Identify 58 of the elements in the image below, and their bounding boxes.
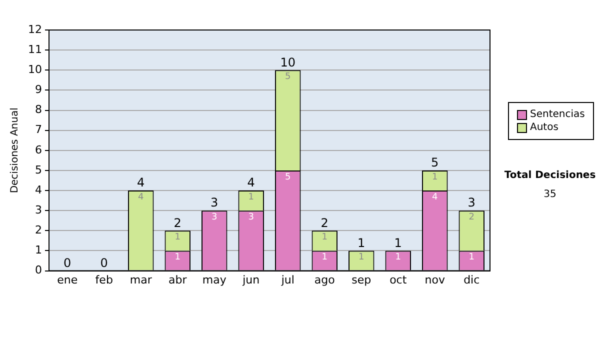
total-label: 4: [137, 176, 145, 190]
data-label: 1: [174, 232, 180, 243]
y-tick-label: 2: [34, 224, 42, 237]
total-label: 0: [100, 256, 108, 270]
x-tick-label: nov: [424, 273, 446, 286]
y-tick-label: 12: [28, 22, 42, 36]
x-tick-label: feb: [95, 273, 113, 286]
x-tick-label: mar: [130, 273, 152, 286]
y-tick-label: 5: [34, 163, 42, 176]
data-label: 4: [138, 192, 144, 202]
y-tick-label: 0: [34, 264, 42, 277]
total-label: 0: [64, 256, 72, 270]
data-label: 1: [322, 232, 328, 243]
total-label: 10: [280, 55, 296, 70]
y-tick-label: 7: [34, 123, 42, 136]
x-tick-label: jul: [280, 273, 294, 286]
x-tick-label: jun: [242, 273, 260, 286]
y-tick-label: 4: [34, 183, 42, 196]
data-label: 1: [358, 252, 364, 263]
total-label: 2: [174, 216, 182, 230]
y-tick-label: 1: [34, 244, 42, 257]
y-tick-label: 3: [34, 203, 42, 216]
data-label: 1: [468, 252, 474, 263]
total-label: 1: [394, 236, 402, 250]
data-label: 2: [468, 212, 474, 222]
legend-label: Sentencias: [529, 108, 585, 121]
total-label: 1: [358, 236, 366, 250]
y-tick-label: 6: [34, 143, 42, 156]
x-tick-label: may: [202, 273, 227, 286]
y-tick-label: 10: [28, 62, 42, 76]
total-label: 4: [247, 176, 255, 190]
y-tick-label: 11: [28, 42, 42, 56]
total-label: 3: [468, 196, 476, 210]
y-axis-title: Decisiones Anual: [10, 108, 21, 194]
x-tick-label: ene: [57, 273, 78, 286]
data-label: 3: [212, 212, 218, 222]
total-label: 3: [210, 196, 218, 210]
x-tick-label: sep: [352, 273, 372, 286]
total-label: 5: [431, 156, 439, 170]
data-label: 4: [432, 192, 438, 202]
x-tick-label: dic: [464, 273, 480, 286]
data-label: 1: [432, 172, 438, 182]
total-label: 2: [320, 216, 328, 230]
x-tick-label: abr: [168, 273, 188, 286]
data-label: 1: [395, 252, 401, 263]
legend-label: Autos: [529, 121, 560, 134]
data-label: 3: [248, 212, 254, 222]
y-tick-label: 8: [34, 103, 42, 116]
data-label: 1: [174, 252, 180, 263]
data-label: 5: [285, 172, 291, 182]
y-tick-label: 9: [34, 83, 42, 96]
x-tick-label: oct: [390, 273, 408, 286]
text: Total Decisiones: [503, 170, 597, 181]
x-tick-label: ago: [314, 273, 336, 286]
data-label: 5: [285, 72, 291, 82]
data-label: 1: [322, 252, 328, 263]
text: 35: [542, 189, 558, 200]
data-label: 1: [248, 192, 254, 202]
